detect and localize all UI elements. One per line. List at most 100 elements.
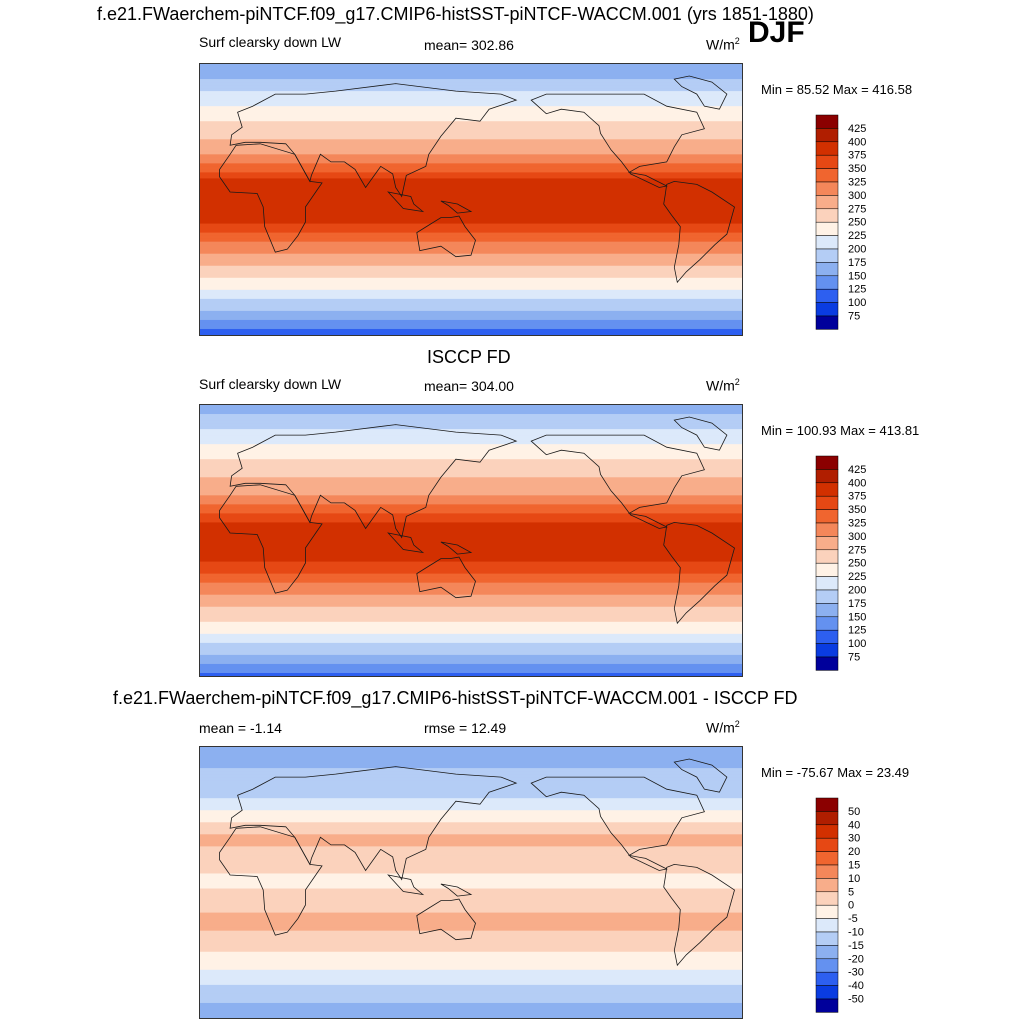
field-band: [200, 585, 742, 590]
field-band: [200, 411, 742, 415]
panel3-colorbar: 50 40 30 20 15 10 5 0 -5 -10 -15 -20 -30 -40 -50: [815, 797, 886, 1013]
field-band: [200, 984, 742, 989]
field-band: [200, 954, 742, 959]
field-band: [200, 94, 742, 98]
colorbar-tick-label: 350: [848, 163, 866, 175]
field-band: [200, 133, 742, 137]
field-band: [200, 633, 742, 638]
field-band: [200, 408, 742, 412]
field-band: [200, 501, 742, 505]
panel3-units: W/m2: [706, 719, 740, 736]
field-band: [200, 987, 742, 992]
coastline: [530, 434, 705, 529]
field-band: [200, 753, 742, 757]
colorbar-tick-label: 200: [848, 585, 866, 597]
colorbar-tick-label: 175: [848, 257, 866, 269]
panel1-units-sup: 2: [734, 36, 740, 46]
field-band: [200, 894, 742, 899]
field-band: [200, 489, 742, 493]
colorbar-swatch: [815, 275, 839, 290]
colorbar-tick-label: 300: [848, 190, 866, 202]
panel1-variable-label: Surf clearsky down LW: [199, 34, 342, 50]
field-band: [200, 891, 742, 896]
field-band: [200, 912, 742, 917]
field-band: [200, 292, 742, 297]
colorbar-tick-label: 50: [848, 806, 860, 818]
field-band: [200, 642, 742, 647]
colorbar-swatch: [815, 629, 839, 644]
field-band: [200, 100, 742, 104]
panel1-colorbar: 425 400 375 350 325 300 275 250 225 200 175 150 125 1…: [815, 114, 886, 330]
colorbar-swatch: [815, 208, 839, 223]
field-band: [200, 157, 742, 161]
field-band: [200, 160, 742, 164]
panel3-units-sup: 2: [734, 719, 740, 729]
field-band: [200, 600, 742, 605]
field-band: [200, 663, 742, 668]
field-band: [200, 268, 742, 273]
panel2-map: [199, 404, 743, 677]
field-band: [200, 615, 742, 620]
field-band: [200, 624, 742, 629]
colorbar-tick-label: 425: [848, 123, 866, 135]
field-band: [200, 507, 742, 511]
colorbar-swatch: [815, 878, 839, 893]
panel2-title: ISCCP FD: [427, 347, 511, 367]
field-band: [200, 924, 742, 929]
colorbar-tick-label: 100: [848, 638, 866, 650]
field-band: [200, 298, 742, 303]
colorbar-swatch: [815, 221, 839, 236]
field-band: [200, 79, 742, 83]
field-band: [200, 876, 742, 881]
colorbar-swatch: [815, 824, 839, 839]
field-band: [200, 316, 742, 321]
colorbar-tick-label: -50: [848, 994, 864, 1006]
field-band: [200, 804, 742, 808]
field-band: [200, 474, 742, 478]
colorbar-swatch: [815, 576, 839, 591]
field-band: [200, 462, 742, 466]
field-band: [200, 238, 742, 243]
field-band: [200, 1005, 742, 1010]
field-band: [200, 325, 742, 330]
field-band: [200, 846, 742, 850]
field-band: [200, 588, 742, 593]
field-band: [200, 447, 742, 451]
field-band: [200, 112, 742, 116]
field-band: [200, 214, 742, 219]
colorbar-swatch: [815, 985, 839, 1000]
field-band: [200, 969, 742, 974]
field-band: [200, 957, 742, 962]
field-band: [200, 927, 742, 932]
field-band: [200, 771, 742, 775]
field-band: [200, 552, 742, 557]
field-band: [200, 307, 742, 312]
field-band: [200, 426, 742, 430]
field-band: [200, 645, 742, 650]
colorbar-tick-label: 20: [848, 846, 860, 858]
coastlines: [219, 758, 735, 967]
panel3-map: [199, 746, 743, 1019]
colorbar-swatch: [815, 643, 839, 658]
field-band: [200, 145, 742, 149]
field-band: [200, 106, 742, 110]
panel3-title: f.e21.FWaerchem-piNTCF.f09_g17.CMIP6-his…: [113, 688, 798, 708]
field-band: [200, 498, 742, 502]
field-band: [200, 534, 742, 539]
field-band: [200, 837, 742, 841]
field-band: [200, 861, 742, 866]
field-band: [200, 217, 742, 222]
field-band: [200, 435, 742, 439]
field-band: [200, 849, 742, 853]
panel3-minmax: Min = -75.67 Max = 23.49: [761, 765, 910, 780]
field-band: [200, 166, 742, 170]
panel3-rmse-label: rmse = 12.49: [424, 720, 507, 736]
field-band: [200, 465, 742, 469]
field-band: [200, 996, 742, 1001]
field-band: [200, 187, 742, 192]
colorbar-tick-label: 375: [848, 150, 866, 162]
panel2-mean-label: mean= 304.00: [424, 378, 514, 394]
colorbar-tick-label: 125: [848, 284, 866, 296]
field-band: [200, 304, 742, 309]
field-band: [200, 184, 742, 189]
